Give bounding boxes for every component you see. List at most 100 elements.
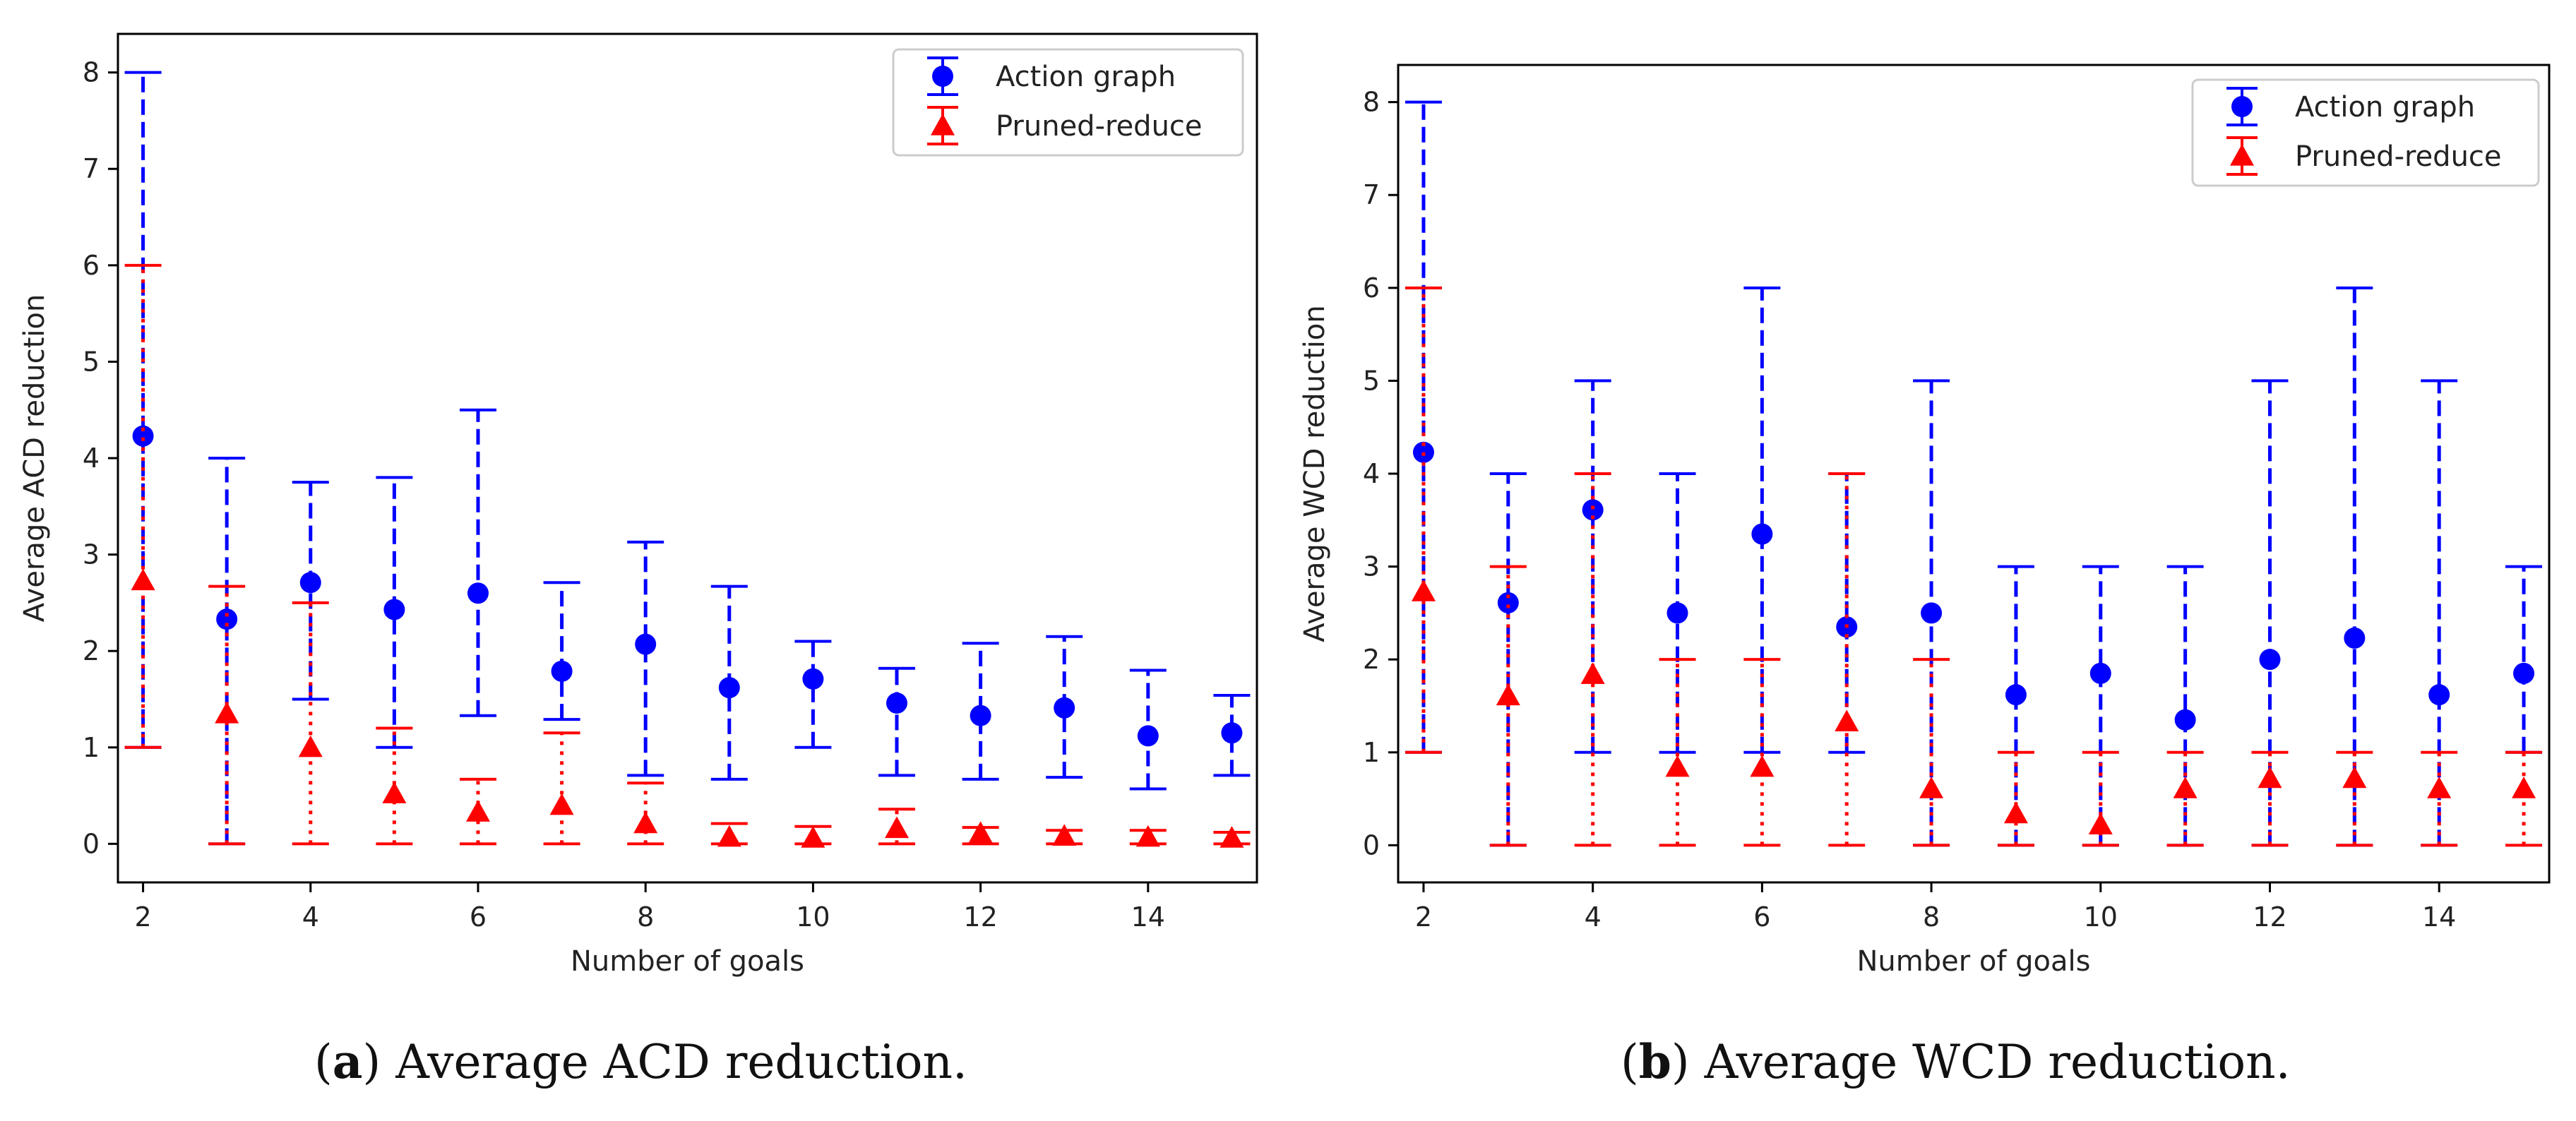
x-tick-label: 14 (1131, 901, 1165, 933)
x-tick-label: 8 (637, 901, 654, 933)
caption-b-open: ( (1621, 1035, 1639, 1089)
data-point (298, 735, 323, 757)
y-tick-label: 3 (83, 539, 100, 570)
caption-a-text: Average ACD reduction. (395, 1035, 968, 1089)
data-point (717, 825, 741, 847)
y-tick-label: 0 (83, 828, 100, 859)
caption-b: (b) Average WCD reduction. (1621, 1034, 2291, 1089)
data-point (1137, 725, 1159, 747)
data-point (1751, 523, 1773, 545)
y-tick-label: 1 (1363, 737, 1380, 768)
data-point (633, 811, 658, 834)
data-point (2427, 777, 2452, 798)
data-point (551, 660, 573, 682)
x-tick-label: 14 (2422, 901, 2456, 933)
data-point (216, 609, 238, 630)
data-point (132, 425, 154, 447)
caption-a-letter: a (332, 1034, 363, 1089)
data-point (1220, 826, 1244, 848)
data-point (1052, 824, 1077, 846)
caption-a: (a) Average ACD reduction. (314, 1034, 967, 1089)
x-tick-label: 12 (2253, 901, 2286, 933)
x-axis-label: Number of goals (1857, 945, 2091, 978)
caption-b-close: ) (1671, 1035, 1690, 1089)
plot-frame (117, 32, 1258, 884)
y-tick-label: 4 (1363, 458, 1380, 489)
data-point (2174, 709, 2196, 731)
data-point (1750, 755, 1775, 777)
data-point (1666, 602, 1688, 624)
x-tick-label: 10 (2084, 901, 2118, 933)
y-tick-label: 8 (1363, 87, 1380, 118)
y-tick-label: 0 (1363, 829, 1380, 861)
x-tick-label: 12 (963, 901, 997, 933)
legend-label: Action graph (2295, 91, 2475, 124)
data-point (1221, 722, 1243, 744)
x-tick-label: 2 (1415, 901, 1432, 933)
data-point (2513, 662, 2535, 684)
y-tick-label: 4 (83, 443, 100, 474)
data-point (2512, 777, 2536, 798)
data-point (382, 781, 407, 803)
x-tick-label: 4 (302, 901, 319, 933)
data-point (465, 800, 490, 822)
data-point (467, 582, 489, 604)
data-point (2173, 777, 2198, 798)
legend-marker (931, 114, 955, 136)
legend-marker (932, 66, 953, 87)
data-point (970, 705, 991, 726)
data-point (2259, 649, 2281, 671)
x-tick-label: 6 (1753, 901, 1770, 933)
data-point (1411, 580, 1436, 601)
data-point (2088, 813, 2113, 835)
data-point (801, 826, 825, 848)
legend-marker (2230, 144, 2254, 166)
data-point (1054, 697, 1075, 719)
data-point (383, 599, 405, 621)
data-point (2089, 662, 2111, 684)
legend-marker (2231, 96, 2253, 117)
data-point (802, 668, 824, 690)
data-point (718, 677, 740, 699)
data-point (1412, 441, 1434, 463)
y-tick-label: 2 (1363, 644, 1380, 675)
data-point (2005, 684, 2027, 706)
caption-b-letter: b (1638, 1034, 1671, 1089)
legend: Action graph Pruned-reduce (892, 48, 1244, 157)
data-point (2342, 766, 2367, 789)
y-tick-label: 7 (83, 153, 100, 184)
data-point (886, 692, 908, 714)
data-point (1921, 602, 1943, 624)
caption-a-open: ( (314, 1035, 333, 1089)
data-point (2344, 627, 2366, 649)
data-point (885, 816, 910, 839)
data-point (549, 793, 574, 815)
y-tick-label: 5 (83, 346, 100, 377)
data-point (1919, 777, 1944, 798)
x-tick-label: 8 (1923, 901, 1940, 933)
data-point (635, 633, 657, 655)
x-axis-label: Number of goals (571, 945, 804, 978)
data-point (1665, 755, 1690, 777)
data-point (1497, 592, 1519, 613)
data-point (1135, 825, 1160, 847)
legend-label: Pruned-reduce (2295, 140, 2502, 173)
y-axis-label: Average WCD reduction (1299, 305, 1331, 642)
legend-label: Action graph (996, 61, 1176, 93)
y-axis-label: Average ACD reduction (18, 294, 51, 623)
x-tick-label: 4 (1585, 901, 1602, 933)
series-action-graph (124, 71, 1251, 846)
legend-frame (2191, 78, 2540, 187)
data-point (2258, 766, 2282, 789)
legend-label: Pruned-reduce (996, 110, 1203, 143)
x-tick-label: 10 (796, 901, 830, 933)
caption-b-text: Average WCD reduction. (1704, 1035, 2291, 1089)
series-pruned-reduce (1405, 286, 2543, 847)
data-point (131, 568, 155, 591)
x-tick-label: 6 (470, 901, 487, 933)
series-pruned-reduce (124, 263, 1251, 848)
y-tick-label: 7 (1363, 179, 1380, 210)
